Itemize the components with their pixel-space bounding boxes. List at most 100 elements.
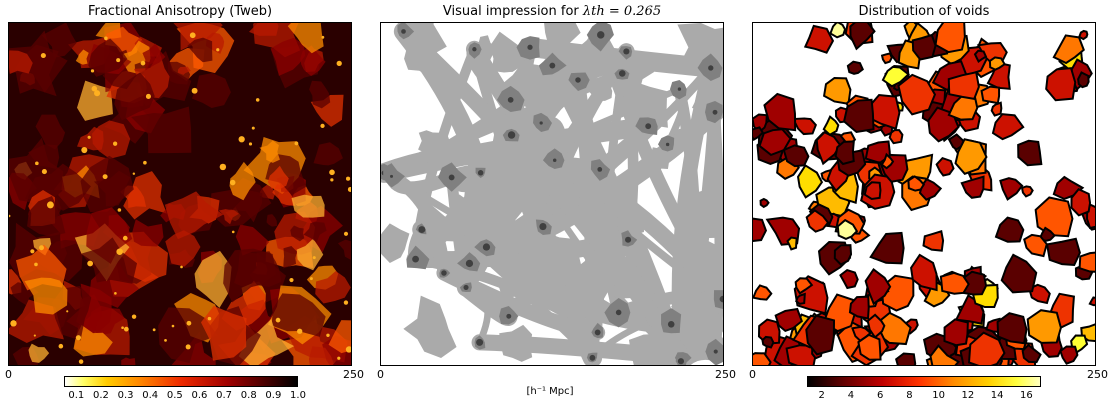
colorbar-tick-label: 0.1 xyxy=(68,390,85,401)
colorbar-tick-label: 0.3 xyxy=(117,390,134,401)
web-node xyxy=(597,166,603,172)
void-region xyxy=(1045,67,1077,102)
web-node xyxy=(677,87,682,91)
void-region xyxy=(939,271,970,295)
void-region xyxy=(991,113,1025,141)
visual-title-prefix: Visual impression for xyxy=(442,4,583,19)
void-region xyxy=(922,230,945,252)
void-region xyxy=(1020,185,1034,198)
web-node xyxy=(476,338,484,346)
void-region xyxy=(994,216,1025,243)
void-region xyxy=(1045,237,1081,267)
void-region xyxy=(954,138,988,175)
void-region xyxy=(947,71,980,100)
anisotropy-patch xyxy=(235,224,270,256)
void-region xyxy=(864,268,892,306)
void-region xyxy=(1023,233,1048,258)
anisotropy-patch xyxy=(9,50,33,75)
halo-spot xyxy=(75,335,81,341)
halo-spot xyxy=(345,346,351,353)
void-region xyxy=(805,209,830,233)
colorbar-tick-label: 4 xyxy=(847,390,855,401)
halo-spot xyxy=(171,324,175,328)
web-node xyxy=(625,236,632,243)
void-region xyxy=(758,128,792,157)
panel-title-visual: Visual impression for λth = 0.265 xyxy=(380,4,724,19)
void-region xyxy=(1017,139,1043,167)
anisotropy-patch xyxy=(287,23,324,54)
anisotropy-patch xyxy=(303,222,327,243)
web-node xyxy=(401,29,406,34)
anisotropy-patch xyxy=(308,346,334,365)
halo-spot xyxy=(116,58,121,63)
web-node xyxy=(441,270,447,276)
halo-spot xyxy=(343,300,349,305)
filament-core xyxy=(657,135,675,152)
void-region xyxy=(774,307,804,333)
visual-impression-heatmap xyxy=(380,22,724,366)
void-region xyxy=(911,33,937,61)
void-region xyxy=(980,85,1001,105)
anisotropy-patch xyxy=(41,23,77,58)
colorbar-tick-label: 10 xyxy=(932,390,945,401)
anisotropy-patch xyxy=(121,357,136,365)
halo-spot xyxy=(143,160,147,165)
void-region xyxy=(960,175,985,199)
void-region xyxy=(1034,196,1074,238)
filament xyxy=(571,73,600,365)
halo-spot xyxy=(309,277,313,281)
halo-spot xyxy=(35,161,39,166)
colorbar-tick-label: 0.5 xyxy=(166,390,183,401)
filament xyxy=(395,23,691,365)
anisotropy-patch xyxy=(265,154,307,196)
void-region xyxy=(782,144,810,168)
colorbar-tick-label: 0.2 xyxy=(92,390,109,401)
void-region xyxy=(833,244,853,266)
halo-spot xyxy=(39,245,44,251)
void-region xyxy=(866,313,886,339)
halo-spot xyxy=(185,344,191,350)
x-tick-250-panel2: 250 xyxy=(715,368,736,381)
halo-spot xyxy=(58,343,64,349)
anisotropy-patch xyxy=(132,219,164,247)
halo-spot xyxy=(321,35,325,39)
web-node xyxy=(412,255,419,263)
void-region xyxy=(822,115,840,136)
web-node xyxy=(713,349,718,354)
void-region xyxy=(786,236,798,251)
sheet-region xyxy=(552,276,606,312)
anisotropy-patch xyxy=(223,248,277,303)
anisotropy-patch xyxy=(73,325,113,357)
web-node xyxy=(527,44,533,50)
colorbar-tick-label: 0.9 xyxy=(265,390,282,401)
anisotropy-patch xyxy=(164,191,224,240)
anisotropy-patch xyxy=(218,209,239,225)
halo-spot xyxy=(33,334,36,337)
void-region xyxy=(934,23,966,54)
halo-spot xyxy=(112,141,118,146)
halo-spot xyxy=(164,338,167,342)
anisotropy-patch xyxy=(102,49,145,90)
x-tick-0-panel1: 0 xyxy=(5,368,12,381)
halo-spot xyxy=(30,249,35,254)
web-node xyxy=(589,354,596,361)
halo-spot xyxy=(10,320,17,327)
x-tick-0-panel3: 0 xyxy=(749,368,756,381)
halo-spot xyxy=(104,36,108,41)
void-region xyxy=(967,331,1006,365)
web-node xyxy=(472,47,477,52)
sheet-region xyxy=(403,295,457,358)
voids-colorbar xyxy=(807,376,1041,387)
void-region xyxy=(842,98,875,134)
anisotropy-patch xyxy=(27,195,66,237)
colorbar-tick-label: 16 xyxy=(1020,390,1033,401)
void-region xyxy=(895,352,917,365)
web-node xyxy=(539,222,547,231)
void-region xyxy=(1070,188,1092,217)
x-axis-label: [h⁻¹ Mpc] xyxy=(526,386,574,397)
colorbar-tick-label: 1.0 xyxy=(290,390,306,401)
halo-spot xyxy=(180,265,183,269)
sheet-region xyxy=(643,330,670,361)
anisotropy-patch xyxy=(270,37,306,76)
filament xyxy=(386,29,606,182)
